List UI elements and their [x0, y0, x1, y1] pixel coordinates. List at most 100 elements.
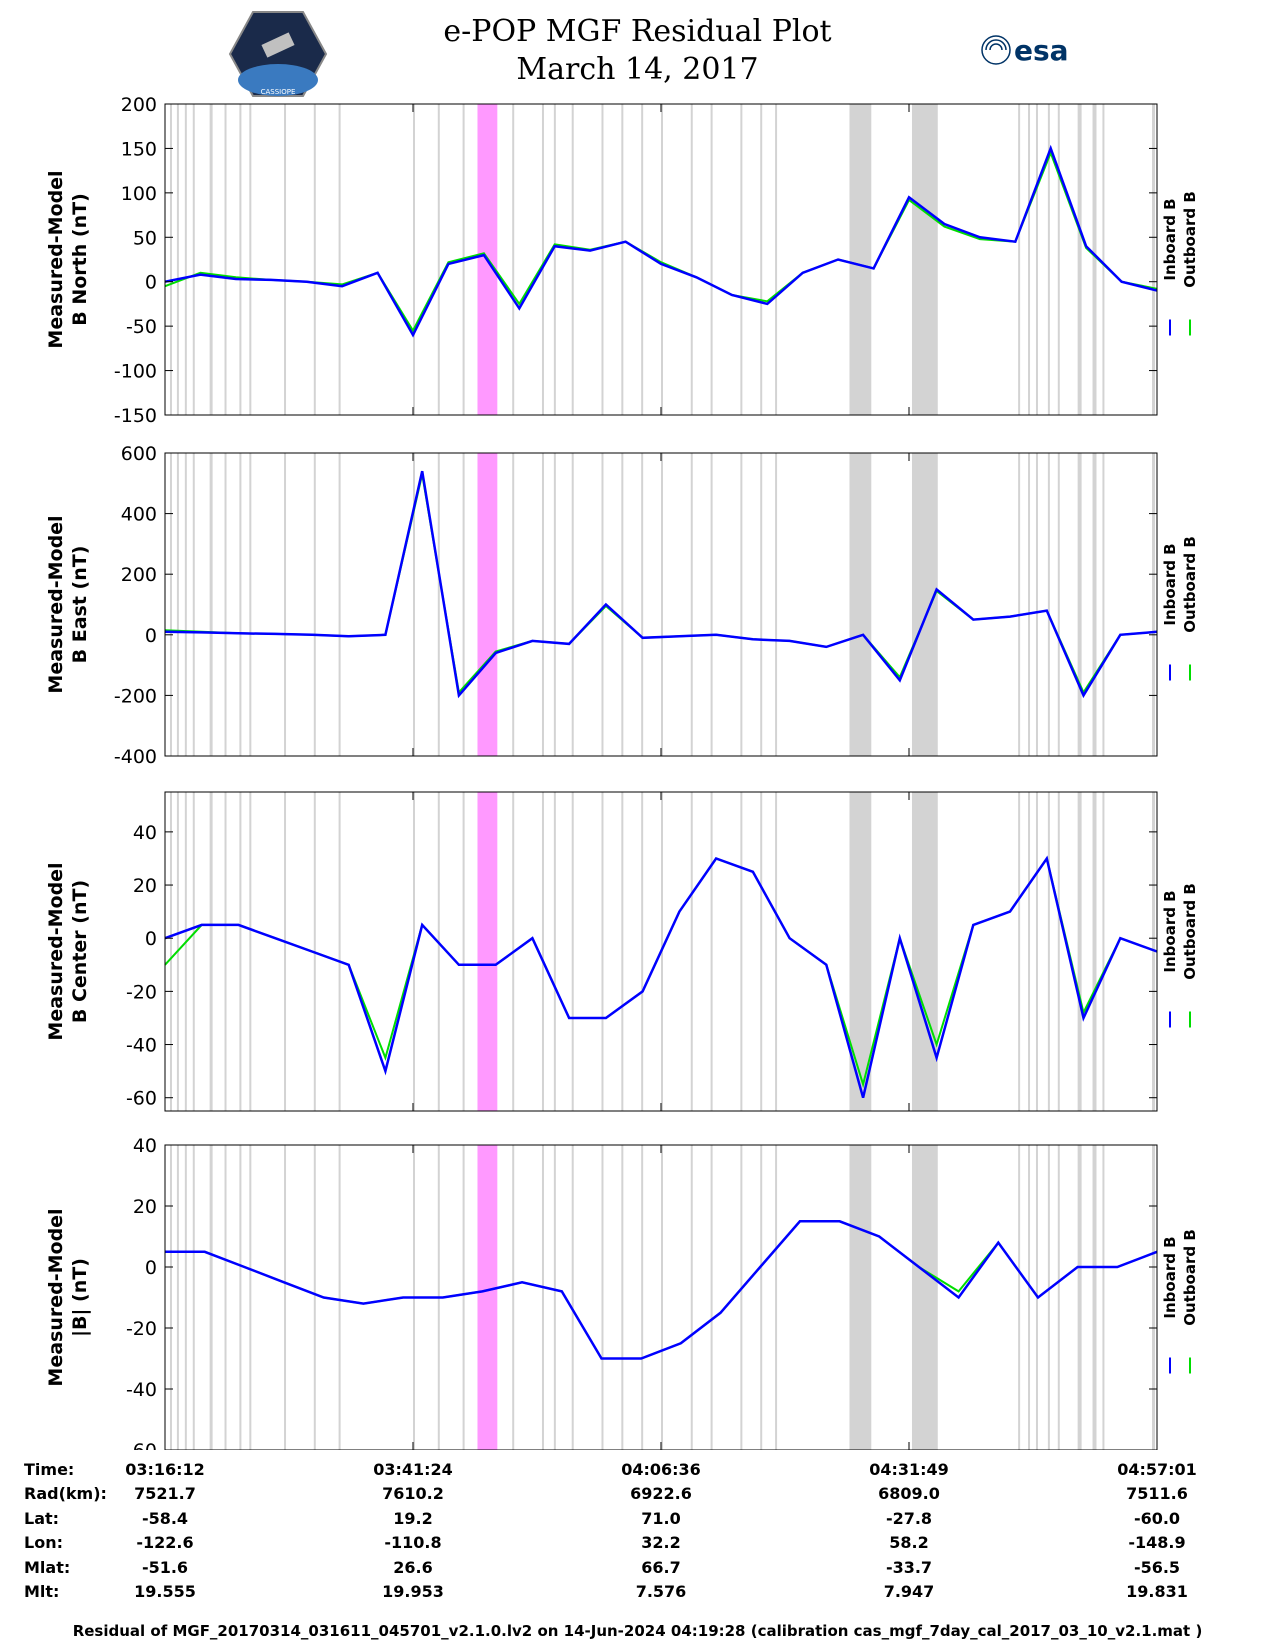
y-tick-label: -100 — [114, 361, 157, 383]
esa-logo-text: esa — [1014, 34, 1069, 67]
legend-inboard-label: Inboard B — [1161, 198, 1179, 280]
info-cell: 32.2 — [641, 1533, 681, 1552]
data-gap-band — [437, 453, 440, 756]
info-cell: 6922.6 — [630, 1484, 692, 1503]
info-cell: 19.2 — [393, 1509, 433, 1528]
data-gap-band — [1057, 453, 1060, 756]
data-gap-band — [437, 104, 440, 415]
data-gap-band — [1102, 453, 1105, 756]
data-gap-band — [224, 1145, 227, 1450]
series-inboard-line — [164, 855, 1158, 1099]
y-tick-label: -40 — [126, 1379, 157, 1401]
data-gap-band — [690, 1145, 693, 1450]
data-gap-band — [184, 792, 187, 1111]
data-gap-band — [437, 792, 440, 1111]
data-gap-band — [641, 792, 644, 1111]
data-gap-band — [740, 1145, 743, 1450]
data-gap-band — [775, 792, 778, 1111]
y-tick-label: 0 — [145, 928, 157, 950]
data-gap-band — [641, 453, 644, 756]
data-gap-band — [239, 104, 242, 415]
data-gap-band — [849, 453, 872, 756]
data-gap-band — [1152, 104, 1156, 415]
data-gap-band — [760, 1145, 763, 1450]
data-gap-band — [775, 453, 778, 756]
data-gap-band — [209, 1145, 213, 1450]
data-gap-band — [176, 104, 179, 415]
data-gap-band — [571, 1145, 574, 1450]
info-cell: 19.555 — [134, 1582, 196, 1601]
y-tick-label: -400 — [114, 746, 157, 768]
data-gap-band — [553, 104, 556, 415]
legend-outboard-label: Outboard B — [1181, 883, 1199, 980]
info-cell: 71.0 — [641, 1509, 681, 1528]
data-gap-band — [541, 453, 544, 756]
info-cell: -27.8 — [885, 1509, 933, 1528]
y-tick-label: 200 — [121, 94, 157, 116]
data-gap-band — [690, 792, 693, 1111]
data-gap-band — [1028, 1145, 1031, 1450]
data-gap-band — [621, 1145, 624, 1450]
data-gap-band — [621, 104, 624, 415]
data-gap-band — [661, 1145, 663, 1450]
data-gap-band — [760, 104, 763, 415]
data-gap-band — [169, 1145, 172, 1450]
info-row-label: Mlt: — [24, 1582, 60, 1601]
data-gap-band — [209, 104, 213, 415]
x-tick-label: 03:16:12 — [125, 1460, 205, 1479]
data-gap-band — [239, 453, 242, 756]
info-cell: 66.7 — [641, 1558, 681, 1577]
info-cell: -110.8 — [384, 1533, 442, 1552]
chart-subtitle-date: March 14, 2017 — [516, 52, 759, 87]
chart-title: e-POP MGF Residual Plot — [443, 14, 832, 49]
info-cell: 7.576 — [635, 1582, 687, 1601]
y-tick-label: -60 — [126, 1440, 157, 1450]
data-gap-band — [1077, 104, 1082, 415]
data-gap-band — [1028, 453, 1031, 756]
data-gap-band — [184, 1145, 187, 1450]
data-gap-band — [313, 104, 316, 415]
y-tick-label: 100 — [121, 183, 157, 205]
info-cell: 6809.0 — [878, 1484, 940, 1503]
data-gap-band — [553, 792, 556, 1111]
data-gap-band — [224, 453, 227, 756]
info-row-label: Lat: — [24, 1509, 60, 1528]
data-gap-band — [1018, 792, 1021, 1111]
data-gap-band — [249, 453, 252, 756]
data-gap-band — [284, 792, 287, 1111]
y-tick-label: -50 — [126, 316, 157, 338]
data-gap-band — [1057, 792, 1060, 1111]
info-cell: 19.831 — [1126, 1582, 1188, 1601]
data-gap-band — [1035, 792, 1038, 1111]
data-gap-band — [621, 453, 624, 756]
data-gap-band — [413, 104, 415, 415]
data-gap-band — [313, 1145, 316, 1450]
data-gap-band — [169, 453, 172, 756]
info-cell: 58.2 — [889, 1533, 929, 1552]
data-gap-band — [462, 1145, 465, 1450]
data-gap-band — [1077, 453, 1082, 756]
data-gap-band — [1102, 792, 1105, 1111]
data-gap-band — [1102, 1145, 1105, 1450]
data-gap-band — [541, 1145, 544, 1450]
x-tick-label: 04:06:36 — [621, 1460, 701, 1479]
legend-inboard-label: Inboard B — [1161, 543, 1179, 625]
legend-outboard-label: Outboard B — [1181, 536, 1199, 633]
y-axis-label: B Center (nT) — [69, 880, 91, 1023]
info-row-label: Lon: — [24, 1533, 63, 1552]
info-cell: -148.9 — [1128, 1533, 1186, 1552]
y-axis-label: Measured-Model — [45, 170, 67, 348]
legend-inboard-label: Inboard B — [1161, 890, 1179, 972]
data-gap-band — [775, 104, 778, 415]
data-gap-band — [1018, 453, 1021, 756]
data-gap-band — [1092, 453, 1097, 756]
data-gap-band — [176, 1145, 179, 1450]
data-gap-band — [553, 453, 556, 756]
data-gap-band — [849, 792, 872, 1111]
data-gap-band — [710, 1145, 713, 1450]
y-axis-label: |B| (nT) — [69, 1258, 91, 1337]
data-gap-band — [710, 792, 713, 1111]
data-gap-band — [224, 104, 227, 415]
data-gap-band — [176, 453, 179, 756]
